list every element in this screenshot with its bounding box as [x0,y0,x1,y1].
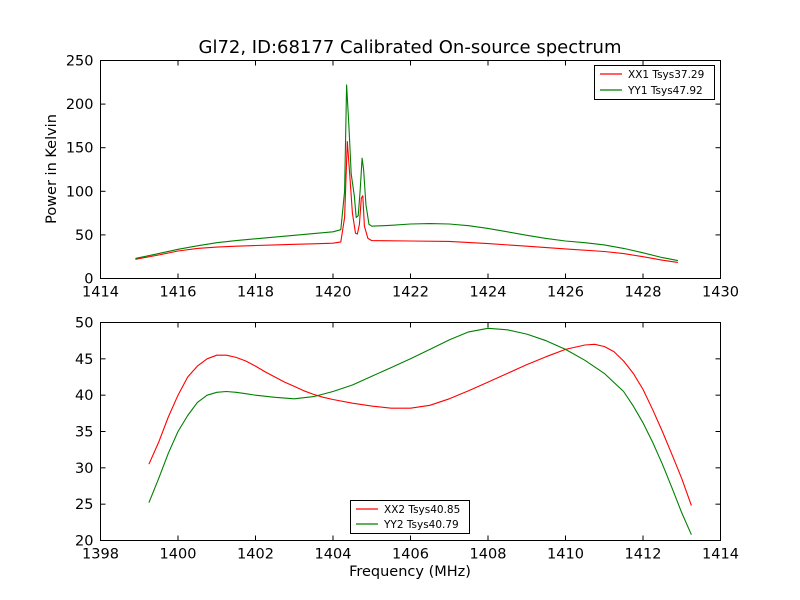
top-x-tick-label: 1430 [702,285,739,301]
top-x-tick-label: 1418 [237,285,274,301]
bottom-x-tick-label: 1398 [82,547,119,563]
top-x-tick-label: 1428 [625,285,662,301]
top-y-tick-label: 50 [75,228,93,244]
top-legend-label-xx1: XX1 Tsys37.29 [628,69,704,81]
bottom-x-tick-label: 1414 [702,547,739,563]
bottom-legend-label-xx2: XX2 Tsys40.85 [384,504,460,516]
bottom-x-tick-label: 1408 [470,547,507,563]
bottom-x-tick-label: 1400 [160,547,197,563]
top-legend-box [594,65,715,100]
top-y-tick-label: 200 [66,97,94,113]
top-x-tick-label: 1414 [82,285,119,301]
bottom-x-tick-label: 1412 [625,547,662,563]
top-y-tick-label: 150 [66,141,94,157]
bottom-legend-label-yy2: YY2 Tsys40.79 [383,519,459,531]
top-y-tick-label: 100 [66,184,94,200]
bottom-x-tick-label: 1402 [237,547,274,563]
bottom-series-layer [148,327,692,535]
bottom-chart: Frequency (MHz) 1398 1400 1402 1404 1406 1408… [75,316,739,581]
top-y-tick-label: 250 [66,54,94,70]
bottom-y-tick-label: 45 [75,352,93,368]
bottom-x-tick-label: 1410 [547,547,584,563]
top-legend: XX1 Tsys37.29 YY1 Tsys47.92 [594,65,715,100]
top-y-axis-label: Power in Kelvin [44,114,60,224]
top-series-line-0 [135,141,678,263]
bottom-x-tick-label: 1404 [315,547,352,563]
bottom-y-tick-label: 20 [75,534,93,550]
bottom-legend: XX2 Tsys40.85 YY2 Tsys40.79 [350,500,470,534]
top-x-tick-label: 1422 [392,285,429,301]
top-x-tick-label: 1420 [315,285,352,301]
bottom-y-tick-label: 50 [75,316,93,332]
bottom-series-line-0 [148,343,692,506]
top-series-line-1 [135,84,679,262]
bottom-y-tick-label: 40 [75,388,93,404]
bottom-y-tick-label: 30 [75,461,93,477]
bottom-y-tick-label: 25 [75,497,93,513]
top-series-layer [135,84,679,263]
bottom-ticks-layer: 1398 1400 1402 1404 1406 1408 1410 1412 1414 20 25… [75,316,739,563]
bottom-legend-box [350,500,470,534]
top-ticks-layer: 1414 1416 1418 1420 1422 1424 1426 1428 1430 0 50 1… [66,54,739,301]
top-y-tick-label: 0 [84,272,93,288]
top-x-tick-label: 1416 [160,285,197,301]
bottom-series-line-1 [148,327,692,535]
bottom-x-tick-label: 1406 [392,547,429,563]
bottom-x-axis-label: Frequency (MHz) [349,564,471,580]
bottom-y-tick-label: 35 [75,425,93,441]
top-x-tick-label: 1426 [547,285,584,301]
top-x-tick-label: 1424 [470,285,507,301]
top-legend-label-yy1: YY1 Tsys47.92 [627,85,703,97]
top-chart: Gl72, ID:68177 Calibrated On-source spec… [44,37,739,301]
chart-title: Gl72, ID:68177 Calibrated On-source spec… [199,37,622,58]
